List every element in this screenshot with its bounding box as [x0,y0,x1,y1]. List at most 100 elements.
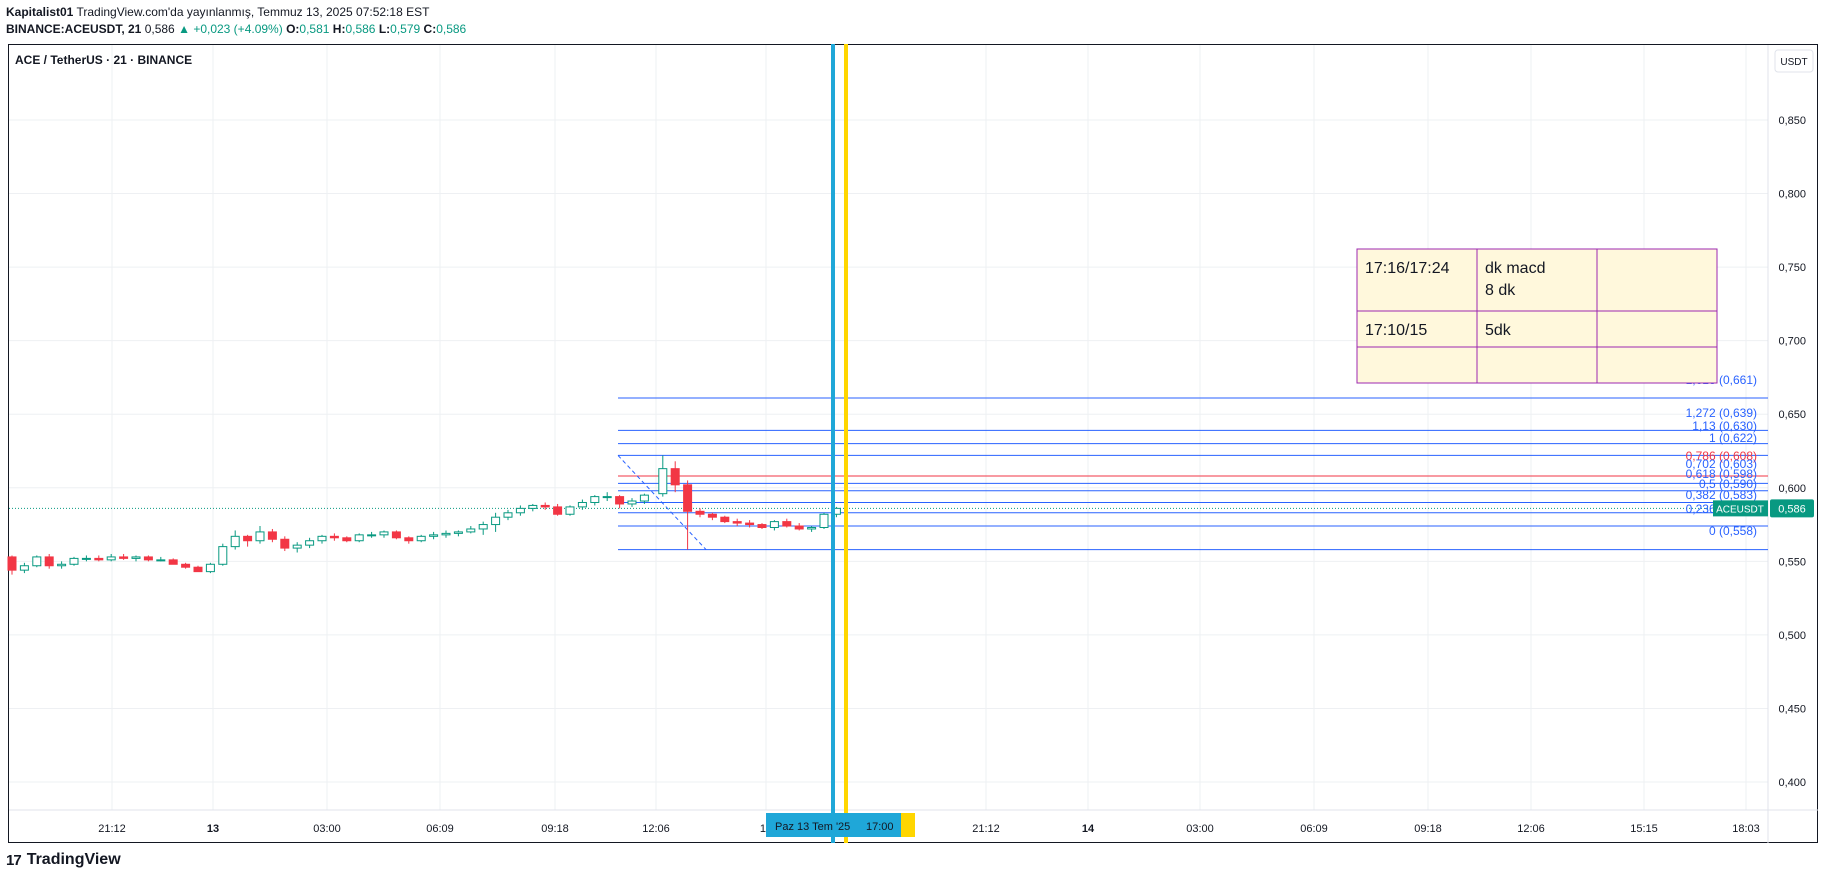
x-tick-label: 15:15 [1630,823,1658,835]
x-tick-label: 06:09 [426,823,454,835]
chart-title: ACE / TetherUS · 21 · BINANCE [15,53,192,67]
candle-body [441,532,451,536]
candle-body [181,563,191,568]
candle-body [379,531,389,536]
candle-body [404,537,414,542]
candle-body [503,512,513,518]
open-value: 0,581 [299,22,330,36]
fib-level-label: 1,272 (0,639) [1686,406,1757,420]
note-table-cell [1596,346,1718,384]
x-tick-label: 21:12 [98,823,126,835]
high-value: 0,586 [345,22,376,36]
y-tick-label: 0,450 [1778,703,1806,715]
candle-body [367,534,377,537]
candle-body [528,504,538,509]
candle-body [757,524,767,528]
y-tick-label: 0,400 [1778,777,1806,789]
fib-level-label: 1 (0,622) [1709,431,1757,445]
x-tick-label: 09:18 [541,823,569,835]
candle-body [807,526,817,530]
tradingview-footer: 17 TradingView [6,851,121,869]
candle-body [243,535,253,542]
x-tick-label: 03:00 [313,823,341,835]
x-tick-label: 12:06 [1517,823,1545,835]
note-table [1356,248,1718,384]
candle-body [193,566,203,573]
candle-body [720,516,730,523]
candle-body [131,556,141,559]
candle-body [602,496,612,499]
candle-body [230,535,240,548]
candle-body [466,528,476,533]
price-change: +0,023 (+4.09%) [193,22,283,36]
time-highlight-yellow [901,813,915,837]
tradingview-logo-icon: 17 [6,851,22,869]
low-value: 0,579 [390,22,421,36]
x-tick-label: 13 [207,823,219,835]
candle-body [453,531,463,534]
candle-body [416,535,426,542]
candle-body [478,524,488,530]
candle-body [695,510,705,515]
y-tick-label: 0,850 [1778,115,1806,127]
price-tag-symbol-box [1713,500,1768,517]
candle-body [639,494,649,502]
x-tick-label: 06:09 [1300,823,1328,835]
candle-body [342,537,352,542]
x-tick-label: 14 [1082,823,1095,835]
currency-label[interactable]: USDT [1780,57,1807,68]
candle-body [515,507,525,514]
publish-line: Kapitalist01 TradingView.com'da yayınlan… [6,5,429,19]
candle-body [670,468,680,486]
fib-level-label: 0 (0,558) [1709,524,1757,538]
y-tick-label: 0,750 [1778,262,1806,274]
candle-body [119,556,129,559]
candle-body [143,556,153,561]
candle-body [627,500,637,505]
note-cell-time-2: 17:10/15 [1365,322,1427,339]
fib-level-label: 0,786 (0,608) [1686,449,1757,463]
fib-level-label: 0,618 (0,598) [1686,467,1757,481]
time-highlight-time: 17:00 [866,821,894,833]
candle-body [267,531,277,540]
last-price: 0,586 [144,22,175,36]
candle-body [794,525,804,530]
candle-body [683,484,693,512]
x-tick-label: 12:06 [642,823,670,835]
candle-body [540,504,550,508]
chart-frame [8,44,1818,843]
price-tag-value: 0,586 [1778,503,1806,515]
candle-body [745,522,755,526]
candle-body [391,531,401,539]
y-tick-label: 0,600 [1778,483,1806,495]
candle-body [782,521,792,527]
candle-body [7,556,17,571]
candle-body [590,496,600,503]
y-tick-label: 0,500 [1778,630,1806,642]
y-tick-label: 0,650 [1778,409,1806,421]
candle-body [280,538,290,549]
y-tick-label: 0,550 [1778,556,1806,568]
currency-box [1774,49,1814,73]
x-tick-label: 03:00 [1186,823,1214,835]
open-label: O: [286,22,300,36]
candle-body [615,496,625,505]
candle-body [168,559,178,565]
candle-body [255,531,265,542]
author-name[interactable]: Kapitalist01 [6,5,74,19]
candle-body [106,556,116,561]
close-value: 0,586 [436,22,467,36]
candle-body [317,535,327,542]
note-cell-time-1: 17:16/17:24 [1365,260,1450,277]
candle-body [305,540,315,546]
candle-body [81,557,91,560]
candle-body [429,534,439,537]
fib-level-label: 0,5 (0,590) [1699,477,1757,491]
candle-body [707,513,717,518]
candle-body [19,565,29,571]
low-label: L: [378,22,391,36]
publish-info: TradingView.com'da yayınlanmış, Temmuz 1… [76,5,430,19]
candle-body [329,535,339,539]
candle-body [354,534,364,542]
